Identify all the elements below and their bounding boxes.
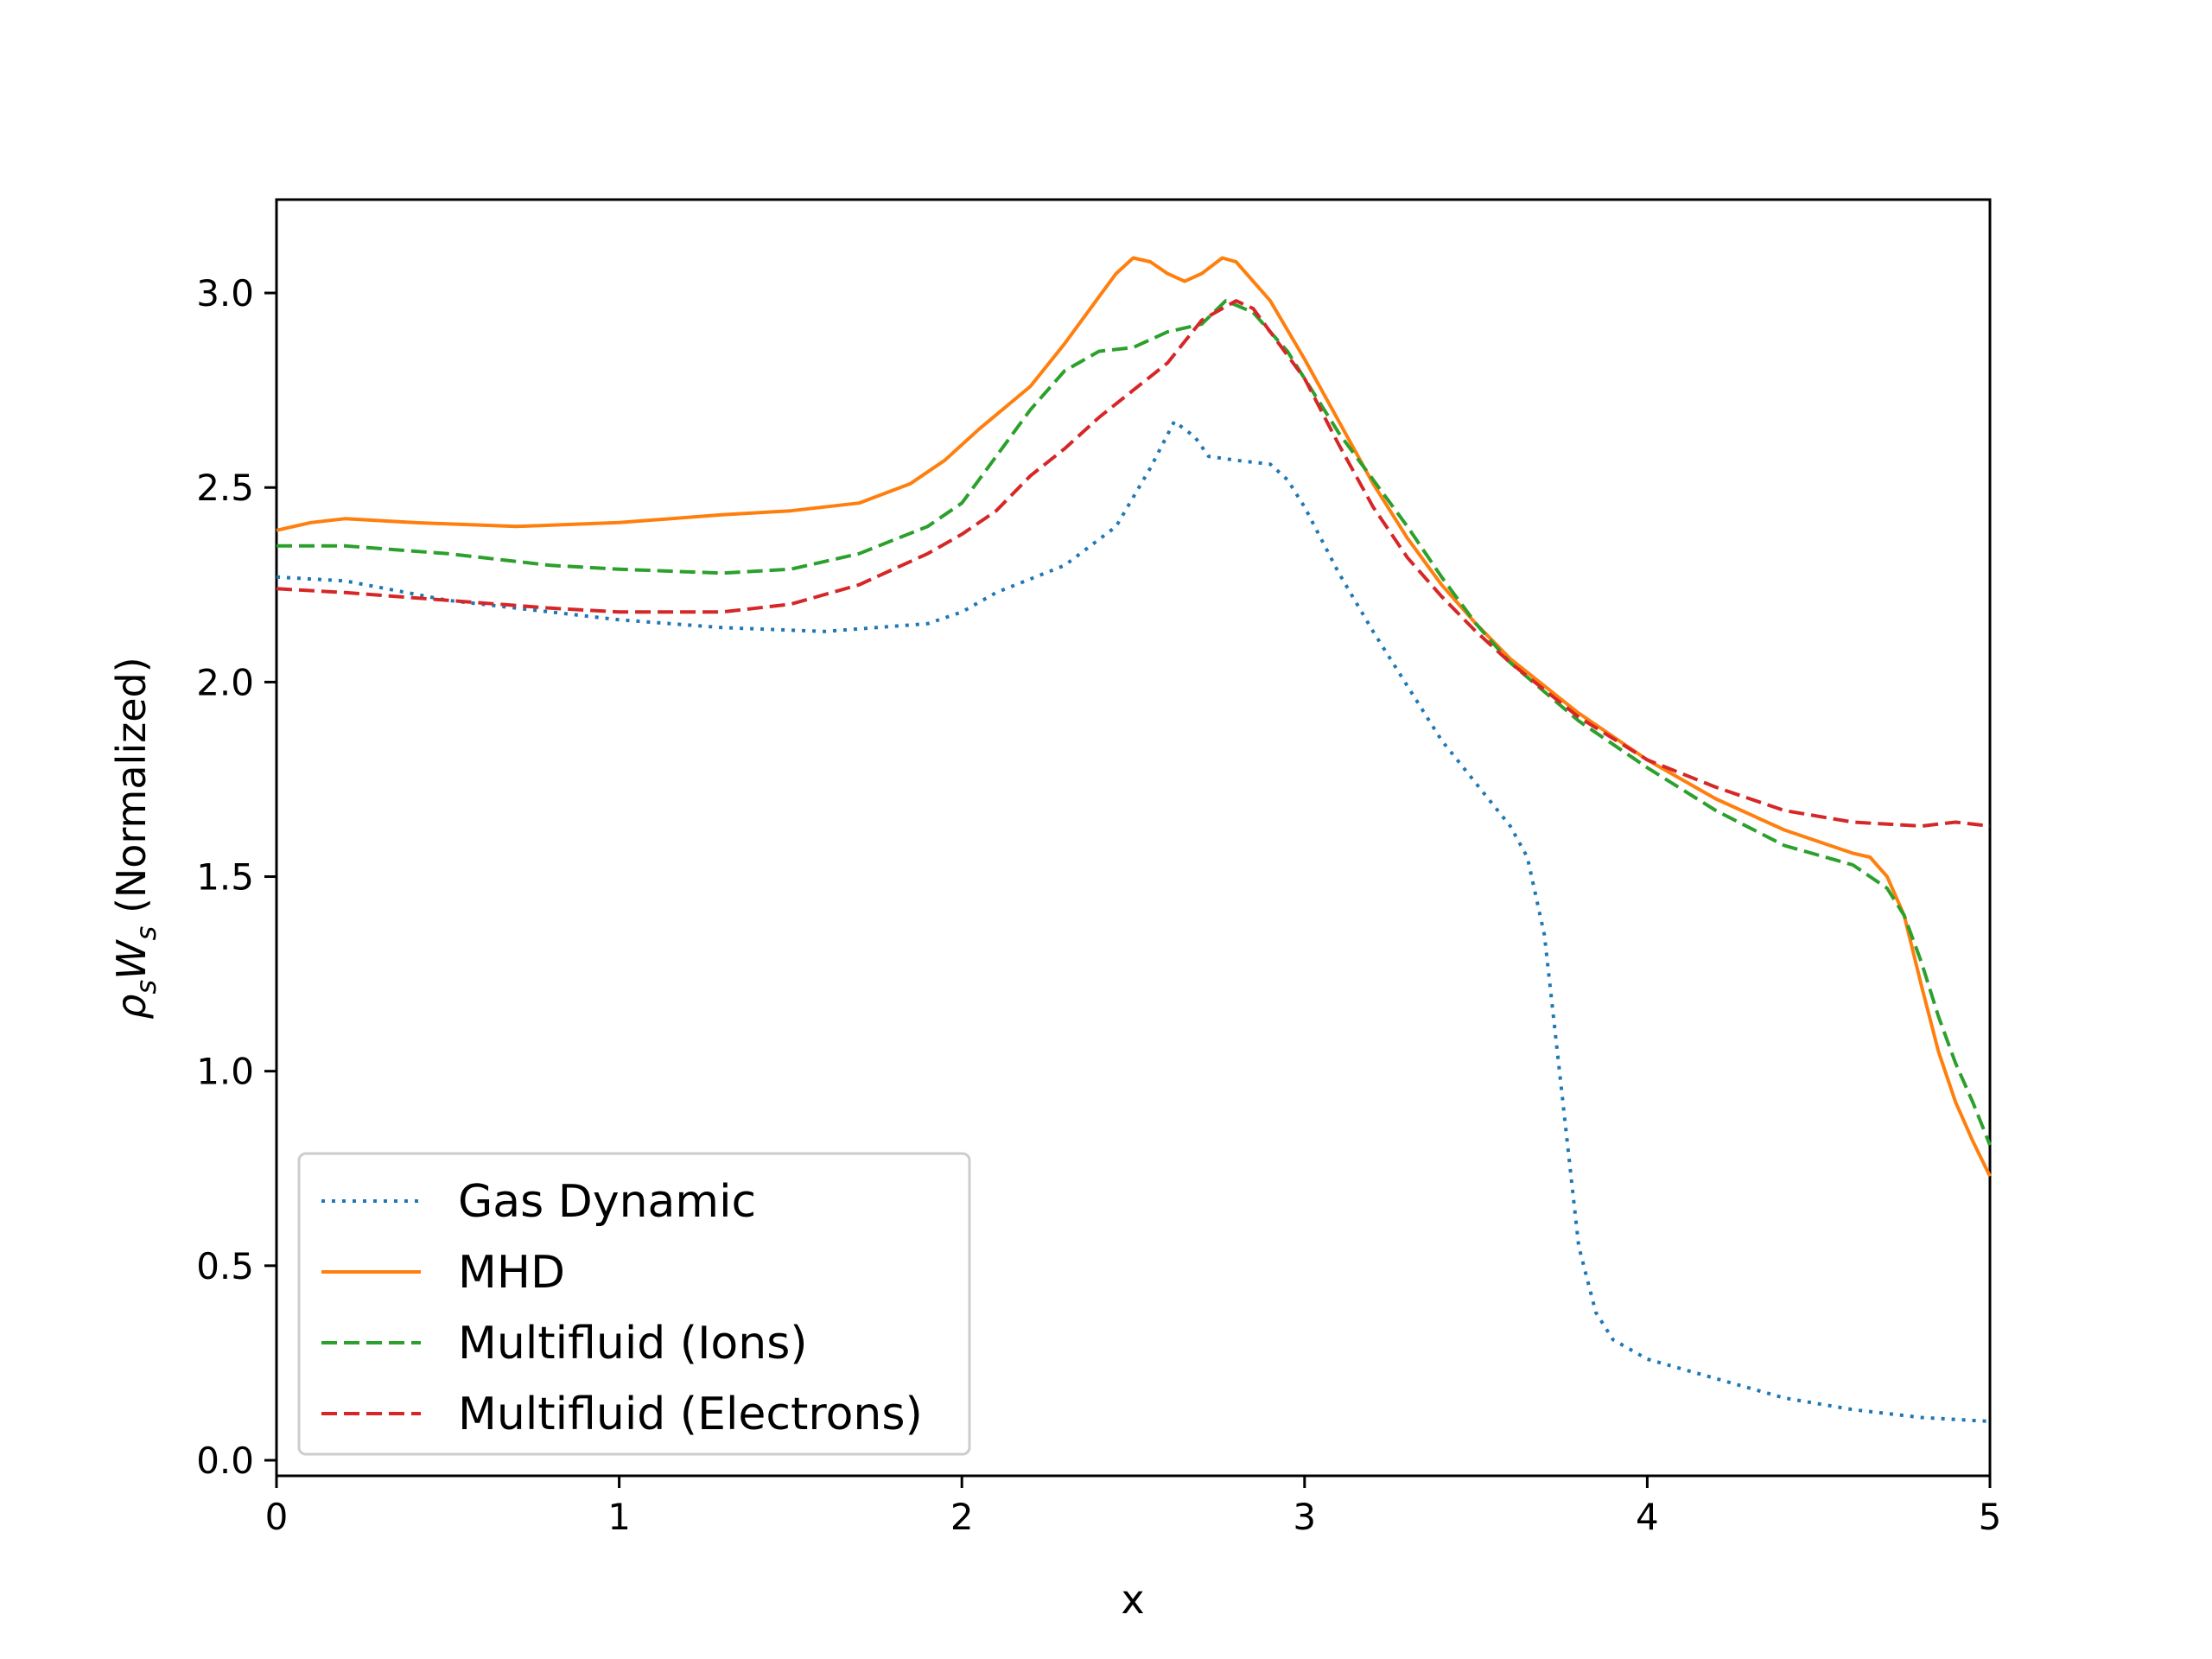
legend-label: MHD: [458, 1247, 565, 1299]
y-tick-label: 1.5: [196, 856, 254, 899]
x-tick-label: 2: [950, 1496, 974, 1538]
x-tick-label: 4: [1636, 1496, 1659, 1538]
series-line-2: [276, 256, 1992, 1178]
x-tick-label: 1: [607, 1496, 631, 1538]
y-axis-ticks: 0.0 0.5 1.0 1.5 2.0 2.5 3.0: [196, 272, 276, 1482]
x-axis-label: x: [1121, 1576, 1144, 1623]
y-tick-label: 0.5: [196, 1245, 254, 1287]
x-axis-ticks: 0 1 2 3 4 5: [265, 1476, 2002, 1538]
legend-label: Multifluid (Electrons): [458, 1389, 923, 1440]
x-tick-label: 0: [265, 1496, 289, 1538]
y-tick-label: 0.0: [196, 1440, 254, 1482]
legend-label: Gas Dynamic: [458, 1176, 756, 1228]
y-tick-label: 2.0: [196, 661, 254, 703]
y-tick-label: 1.0: [196, 1051, 254, 1093]
plot-area: [275, 198, 1992, 1478]
series-layer: [276, 256, 1992, 1423]
series-line-3: [276, 299, 1992, 1146]
legend: Gas Dynamic MHD Multifluid (Ions) Multiflui…: [297, 1152, 971, 1456]
legend-label: Multifluid (Ions): [458, 1318, 808, 1370]
y-tick-label: 3.0: [196, 272, 254, 315]
x-tick-label: 5: [1979, 1496, 2002, 1538]
legend-box: [297, 1152, 971, 1456]
y-tick-label: 2.5: [196, 467, 254, 509]
plot-frame: [275, 198, 1992, 1478]
x-tick-label: 3: [1293, 1496, 1316, 1538]
y-axis-label: ρsWs (Normalized): [108, 657, 162, 1019]
series-line-4: [276, 299, 1991, 828]
